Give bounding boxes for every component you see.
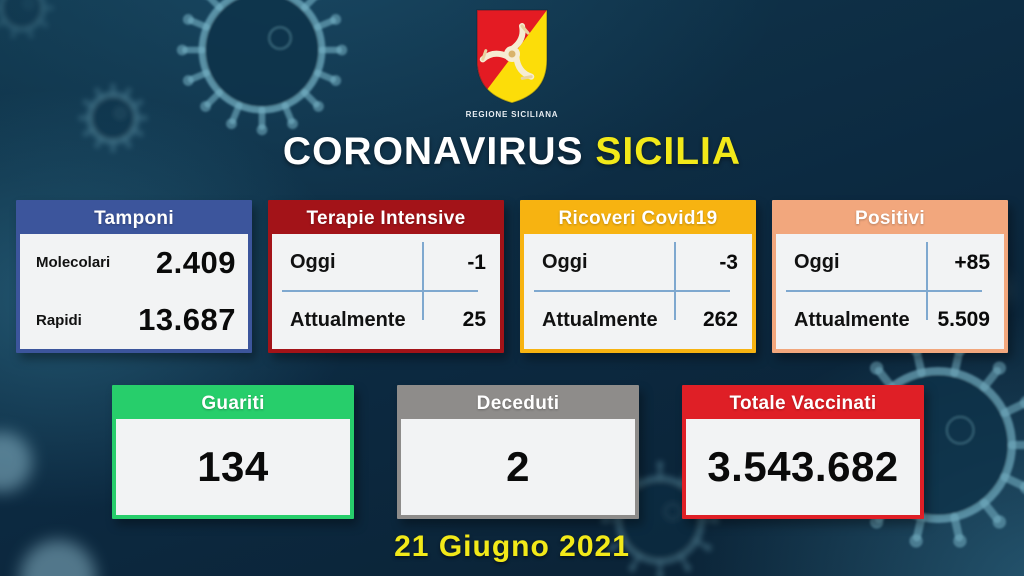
terapie-attualmente-value: 25 bbox=[462, 308, 486, 332]
stats-row-top: Tamponi Molecolari 2.409 Rapidi 13.687 T… bbox=[16, 200, 1008, 353]
positivi-oggi-row: Oggi +85 bbox=[776, 234, 1004, 292]
positivi-attualmente-row: Attualmente 5.509 bbox=[776, 292, 1004, 350]
terapie-oggi-row: Oggi -1 bbox=[272, 234, 500, 292]
ricoveri-attualmente-label: Attualmente bbox=[542, 308, 658, 331]
positivi-attualmente-label: Attualmente bbox=[794, 308, 910, 331]
positivi-attualmente-value: 5.509 bbox=[937, 308, 990, 332]
sicily-coat-of-arms-icon bbox=[476, 9, 548, 104]
page-title: CORONAVIRUS SICILIA bbox=[0, 130, 1024, 174]
card-tamponi-header: Tamponi bbox=[20, 204, 248, 234]
card-totale-vaccinati-header: Totale Vaccinati bbox=[686, 389, 920, 419]
terapie-oggi-value: -1 bbox=[467, 250, 486, 274]
tamponi-molecolari-row: Molecolari 2.409 bbox=[20, 234, 248, 292]
card-guariti-header: Guariti bbox=[116, 389, 350, 419]
ricoveri-oggi-label: Oggi bbox=[542, 251, 588, 274]
ricoveri-attualmente-value: 262 bbox=[702, 308, 738, 332]
report-date: 21 Giugno 2021 bbox=[394, 530, 630, 563]
totale-vaccinati-value: 3.543.682 bbox=[707, 443, 899, 490]
terapie-attualmente-label: Attualmente bbox=[290, 308, 406, 331]
divider-horizontal bbox=[534, 290, 730, 292]
region-logo: REGIONE SICILIANA bbox=[0, 8, 1024, 119]
card-deceduti: Deceduti 2 bbox=[397, 385, 639, 519]
card-terapie-intensive-body: Oggi -1 Attualmente 25 bbox=[272, 234, 500, 349]
tamponi-molecolari-label: Molecolari bbox=[36, 254, 111, 272]
card-ricoveri: Ricoveri Covid19 Oggi -3 Attualmente 262 bbox=[520, 200, 756, 353]
title-main: CORONAVIRUS bbox=[282, 130, 584, 173]
card-terapie-intensive-header: Terapie Intensive bbox=[272, 204, 500, 234]
positivi-oggi-value: +85 bbox=[954, 250, 990, 274]
tamponi-rapidi-value: 13.687 bbox=[138, 302, 236, 338]
card-tamponi-body: Molecolari 2.409 Rapidi 13.687 bbox=[20, 234, 248, 349]
card-tamponi: Tamponi Molecolari 2.409 Rapidi 13.687 bbox=[16, 200, 252, 353]
ricoveri-oggi-row: Oggi -3 bbox=[524, 234, 752, 292]
ricoveri-oggi-value: -3 bbox=[719, 250, 738, 274]
card-totale-vaccinati-body: 3.543.682 bbox=[686, 419, 920, 515]
title-accent: SICILIA bbox=[595, 130, 742, 173]
card-terapie-intensive: Terapie Intensive Oggi -1 Attualmente 25 bbox=[268, 200, 504, 353]
card-positivi: Positivi Oggi +85 Attualmente 5.509 bbox=[772, 200, 1008, 353]
divider-horizontal bbox=[786, 290, 982, 292]
divider-vertical bbox=[674, 242, 677, 320]
tamponi-rapidi-label: Rapidi bbox=[36, 311, 82, 329]
card-guariti: Guariti 134 bbox=[112, 385, 354, 519]
card-guariti-body: 134 bbox=[116, 419, 350, 515]
card-ricoveri-header: Ricoveri Covid19 bbox=[524, 204, 752, 234]
terapie-oggi-label: Oggi bbox=[290, 251, 336, 274]
ricoveri-attualmente-row: Attualmente 262 bbox=[524, 292, 752, 350]
divider-vertical bbox=[422, 242, 425, 320]
guariti-value: 134 bbox=[197, 443, 269, 490]
deceduti-value: 2 bbox=[506, 443, 530, 490]
terapie-attualmente-row: Attualmente 25 bbox=[272, 292, 500, 350]
card-positivi-header: Positivi bbox=[776, 204, 1004, 234]
card-deceduti-body: 2 bbox=[401, 419, 635, 515]
tamponi-rapidi-row: Rapidi 13.687 bbox=[20, 292, 248, 350]
card-deceduti-header: Deceduti bbox=[401, 389, 635, 419]
positivi-oggi-label: Oggi bbox=[794, 251, 840, 274]
divider-horizontal bbox=[282, 290, 478, 292]
stats-row-bottom: Guariti 134 Deceduti 2 Totale Vaccinati … bbox=[112, 385, 924, 519]
card-positivi-body: Oggi +85 Attualmente 5.509 bbox=[776, 234, 1004, 349]
card-totale-vaccinati: Totale Vaccinati 3.543.682 bbox=[682, 385, 924, 519]
card-ricoveri-body: Oggi -3 Attualmente 262 bbox=[524, 234, 752, 349]
region-name-label: REGIONE SICILIANA bbox=[465, 110, 559, 119]
divider-vertical bbox=[926, 242, 929, 320]
tamponi-molecolari-value: 2.409 bbox=[155, 244, 236, 280]
